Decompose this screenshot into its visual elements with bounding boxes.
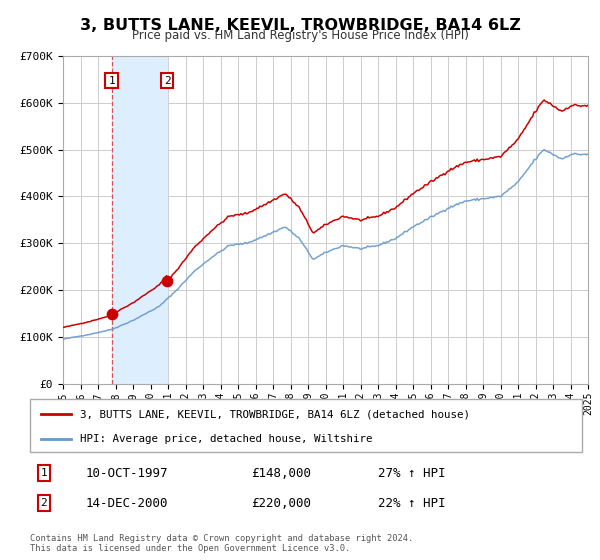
Text: 1: 1 (40, 468, 47, 478)
Text: 1: 1 (108, 76, 115, 86)
Bar (112, 56, 167, 384)
Text: 27% ↑ HPI: 27% ↑ HPI (378, 466, 445, 479)
Text: 3, BUTTS LANE, KEEVIL, TROWBRIDGE, BA14 6LZ (detached house): 3, BUTTS LANE, KEEVIL, TROWBRIDGE, BA14 … (80, 409, 470, 419)
Text: £148,000: £148,000 (251, 466, 311, 479)
Text: Price paid vs. HM Land Registry's House Price Index (HPI): Price paid vs. HM Land Registry's House … (131, 29, 469, 42)
Text: £220,000: £220,000 (251, 497, 311, 510)
Text: 2: 2 (40, 498, 47, 508)
Text: 22% ↑ HPI: 22% ↑ HPI (378, 497, 445, 510)
Text: 10-OCT-1997: 10-OCT-1997 (85, 466, 168, 479)
Text: Contains HM Land Registry data © Crown copyright and database right 2024.
This d: Contains HM Land Registry data © Crown c… (30, 534, 413, 553)
Point (107, 310, 116, 319)
Point (163, 276, 172, 285)
Text: 14-DEC-2000: 14-DEC-2000 (85, 497, 168, 510)
Text: 2: 2 (164, 76, 170, 86)
FancyBboxPatch shape (30, 399, 582, 452)
Text: 3, BUTTS LANE, KEEVIL, TROWBRIDGE, BA14 6LZ: 3, BUTTS LANE, KEEVIL, TROWBRIDGE, BA14 … (80, 18, 520, 33)
Text: HPI: Average price, detached house, Wiltshire: HPI: Average price, detached house, Wilt… (80, 434, 372, 444)
